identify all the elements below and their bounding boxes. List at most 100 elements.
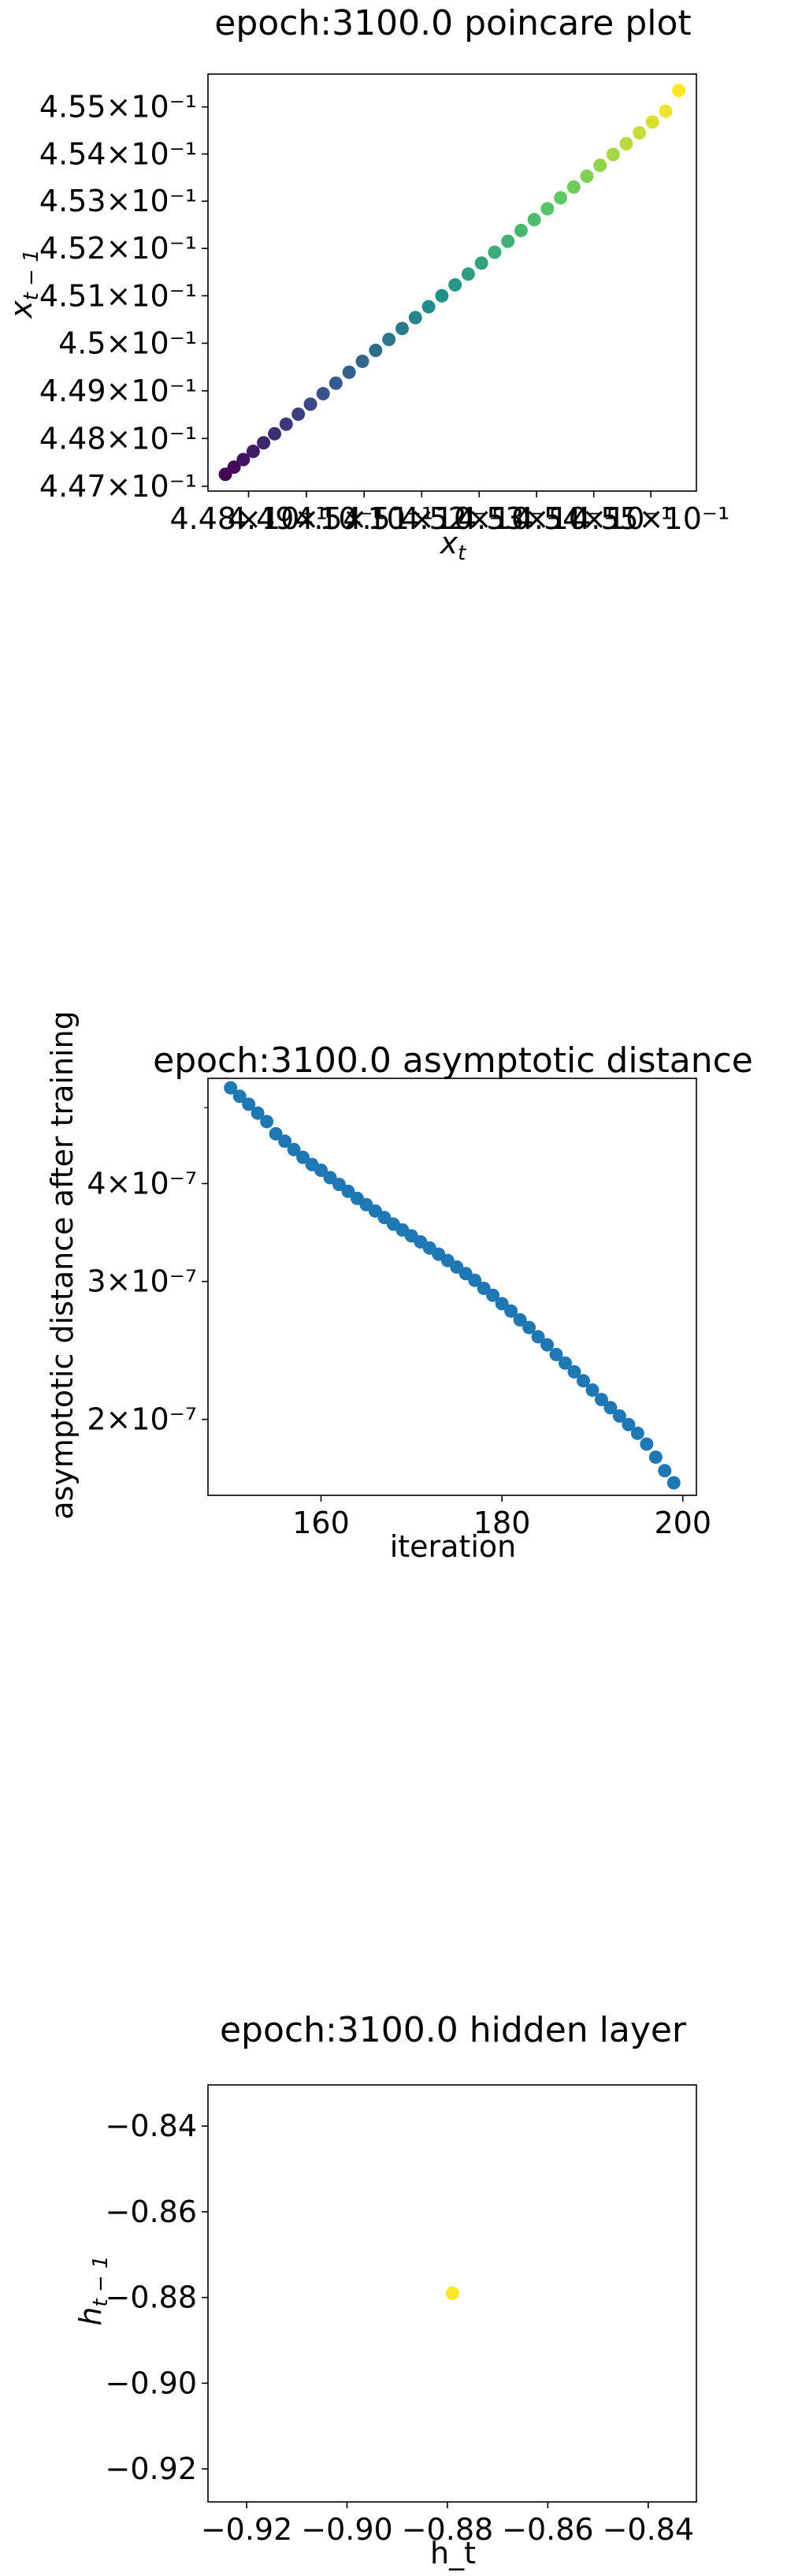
chart2-y-axis-label: asymptotic distance after training (45, 1011, 80, 1520)
chart1-x-tick-label: 4.54×10⁻¹ (515, 501, 673, 536)
chart2-point (594, 1393, 608, 1407)
chart2-point (332, 1178, 346, 1192)
chart3-x-ticks: −0.92 −0.90 −0.88 −0.86 −0.84 (201, 2502, 694, 2547)
chart1-point (435, 288, 449, 303)
chart1-point (291, 407, 306, 421)
chart2-point (522, 1320, 536, 1335)
chart1-y-tick-label: 4.53×10⁻¹ (39, 184, 197, 218)
chart3-x-tick-label: −0.88 (402, 2512, 493, 2547)
chart2-point (612, 1409, 626, 1423)
chart1-title: epoch:3100.0 poincare plot (214, 3, 691, 43)
chart1-x-tick-label: 4.53×10⁻¹ (458, 501, 615, 536)
chart2-point (260, 1115, 274, 1129)
chart2-point (242, 1097, 256, 1111)
chart3-plot-area (207, 2084, 697, 2503)
chart1-point (488, 245, 502, 259)
chart3-y-tick-label: −0.84 (106, 2109, 197, 2143)
chart2-point (540, 1338, 555, 1352)
asymptotic-distance-chart: epoch:3100.0 asymptotic distance 2×10⁻⁷ 3… (45, 1011, 753, 1564)
chart2-point (630, 1426, 644, 1440)
chart1-point (329, 376, 343, 390)
chart2-point (251, 1106, 265, 1120)
chart1-x-axis-label: xt (440, 526, 467, 565)
chart1-point (227, 460, 241, 475)
chart3-marks (445, 2286, 459, 2300)
chart3-y-tick-label: −0.92 (106, 2451, 197, 2486)
chart1-x-tick-label: 4.51×10⁻¹ (343, 501, 500, 536)
chart2-point (495, 1297, 509, 1311)
chart1-y-tick-label: 4.54×10⁻¹ (39, 136, 197, 171)
chart1-point (421, 300, 436, 314)
chart2-point (296, 1150, 310, 1164)
chart1-y-tick-label: 4.48×10⁻¹ (39, 421, 197, 456)
chart2-point (567, 1364, 581, 1379)
chart1-point (395, 322, 409, 336)
chart2-point (648, 1450, 663, 1465)
chart2-point (622, 1417, 636, 1431)
chart2-point (504, 1304, 518, 1318)
chart1-point (342, 365, 356, 379)
chart1-y-tick-label: 4.51×10⁻¹ (39, 278, 197, 313)
chart2-x-tick-label: 200 (655, 1506, 712, 1540)
chart3-point (445, 2286, 459, 2300)
chart1-marks (218, 84, 686, 482)
chart1-point (246, 445, 260, 459)
chart3-x-axis-label: h_t (430, 2536, 476, 2570)
chart2-x-tick-label: 180 (473, 1506, 531, 1540)
chart2-y-tick-label: 4×10⁻⁷ (87, 1167, 197, 1201)
chart1-point (566, 180, 581, 194)
chart1-point (501, 234, 515, 248)
chart1-y-tick-label: 4.47×10⁻¹ (39, 469, 197, 504)
chart2-x-tick-label: 160 (292, 1506, 350, 1540)
chart1-y-tick-label: 4.52×10⁻¹ (39, 231, 197, 266)
chart3-x-tick-label: −0.86 (502, 2512, 593, 2547)
chart1-y-tick-label: 4.5×10⁻¹ (58, 326, 197, 360)
chart2-marks (224, 1081, 681, 1490)
chart2-point (287, 1142, 301, 1156)
chart1-y-tick-label: 4.49×10⁻¹ (39, 374, 197, 408)
chart2-point (232, 1089, 247, 1104)
chart1-point (554, 191, 568, 205)
chart2-plot-area (207, 1078, 697, 1496)
chart1-point (645, 115, 659, 129)
chart1-y-tick-label: 4.55×10⁻¹ (39, 90, 197, 125)
chart2-point (341, 1184, 355, 1198)
chart2-point (477, 1281, 491, 1295)
chart3-y-ticks: −0.92 −0.90 −0.88 −0.86 −0.84 (106, 2109, 208, 2486)
chart3-x-tick-label: −0.92 (201, 2512, 292, 2547)
chart1-point (514, 223, 528, 237)
chart2-y-ticks: 2×10⁻⁷ 3×10⁻⁷ 4×10⁻⁷ (87, 1107, 208, 1437)
chart1-point (236, 452, 251, 467)
chart2-point (658, 1464, 672, 1478)
chart1-point (461, 267, 475, 281)
chart2-title: epoch:3100.0 asymptotic distance (153, 1040, 753, 1081)
chart1-point (606, 147, 620, 162)
chart1-x-tick-label: 4.55×10⁻¹ (572, 501, 729, 536)
chart3-title: epoch:3100.0 hidden layer (220, 2010, 687, 2050)
chart3-y-tick-label: −0.90 (106, 2366, 197, 2400)
chart1-point (474, 256, 488, 270)
chart1-point (527, 213, 541, 227)
chart2-point (549, 1347, 563, 1361)
chart2-point (224, 1081, 238, 1095)
chart2-point (559, 1356, 573, 1370)
chart1-point (369, 344, 383, 358)
chart1-x-tick-label: 4.52×10⁻¹ (400, 501, 558, 536)
poincare-chart: epoch:3100.0 poincare plot 4.47×10⁻¹4.48… (4, 3, 729, 565)
chart1-point (593, 158, 607, 173)
chart1-point (659, 104, 673, 118)
chart1-y-ticks: 4.47×10⁻¹ 4.48×10⁻¹ 4.49×10⁻¹ 4.5×10⁻¹ 4.51×… (39, 90, 208, 504)
chart1-point (279, 417, 293, 431)
chart1-point (633, 126, 647, 140)
chart2-point (513, 1312, 527, 1327)
chart1-x-tick-label: 4.48×10⁻¹ (169, 501, 327, 536)
chart3-x-tick-label: −0.90 (301, 2512, 392, 2547)
chart2-point (269, 1126, 283, 1141)
chart1-y-axis-label: xt − 1 (4, 249, 43, 319)
chart1-point (408, 311, 422, 325)
chart2-y-tick-label: 3×10⁻⁷ (87, 1264, 197, 1299)
chart1-plot-area (207, 73, 697, 492)
chart1-point (382, 333, 396, 347)
chart1-point (316, 386, 330, 400)
